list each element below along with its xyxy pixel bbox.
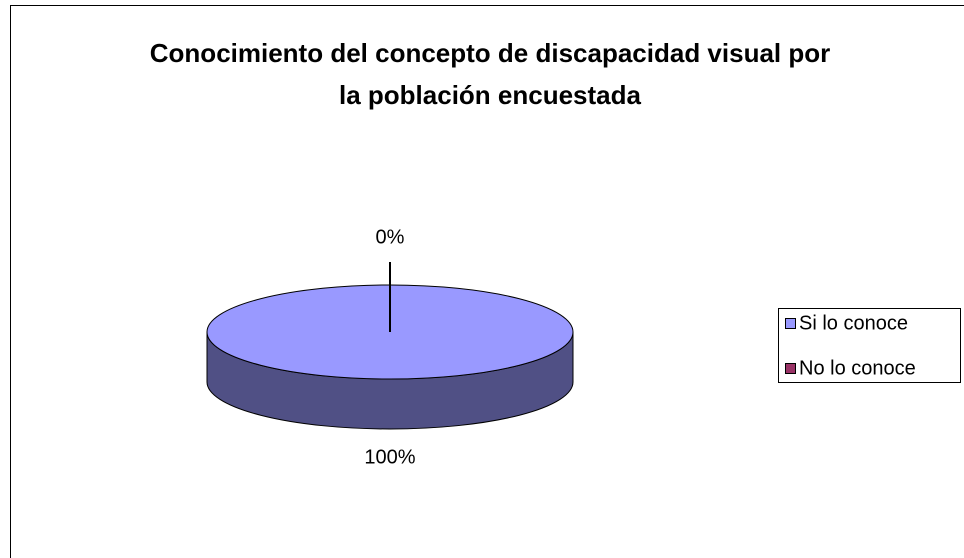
legend-label: No lo conoce bbox=[799, 357, 916, 379]
legend-swatch bbox=[785, 363, 796, 374]
chart-title: Conocimiento del concepto de discapacida… bbox=[149, 38, 831, 110]
legend-box bbox=[778, 308, 961, 383]
data-label: 0% bbox=[376, 226, 405, 248]
legend-swatch bbox=[785, 318, 796, 329]
data-label: 100% bbox=[364, 446, 415, 468]
legend-label: Si lo conoce bbox=[799, 312, 908, 334]
chart-frame bbox=[10, 5, 964, 558]
